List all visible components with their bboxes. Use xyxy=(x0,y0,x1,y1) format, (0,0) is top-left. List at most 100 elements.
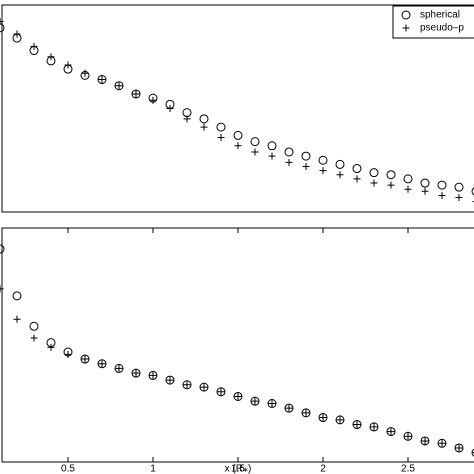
bottom-panel-frame xyxy=(1,227,474,463)
data-point xyxy=(370,179,378,187)
data-point xyxy=(319,167,327,175)
data-point xyxy=(353,175,361,183)
data-point xyxy=(217,388,225,396)
data-point xyxy=(132,90,140,98)
data-point xyxy=(301,151,311,161)
data-point xyxy=(183,381,191,389)
top-panel-frame xyxy=(1,4,474,213)
data-point xyxy=(114,81,124,91)
data-point xyxy=(403,174,413,184)
data-point xyxy=(352,420,362,430)
data-point xyxy=(132,369,140,377)
data-point xyxy=(386,170,396,180)
data-point xyxy=(353,421,361,429)
data-point xyxy=(318,155,328,165)
data-point xyxy=(30,42,38,50)
data-point xyxy=(251,148,259,156)
data-point xyxy=(285,158,293,166)
data-point xyxy=(29,321,39,331)
data-point xyxy=(149,96,157,104)
data-point xyxy=(217,133,225,141)
data-point xyxy=(0,285,4,293)
data-point xyxy=(352,164,362,174)
data-point xyxy=(454,443,464,453)
data-point xyxy=(47,53,55,61)
data-point xyxy=(183,115,191,123)
data-point xyxy=(234,392,242,400)
data-point xyxy=(200,383,208,391)
data-point xyxy=(421,187,429,195)
data-point xyxy=(200,123,208,131)
data-point xyxy=(302,409,310,417)
data-point xyxy=(336,171,344,179)
data-point xyxy=(64,61,72,69)
legend-symbol xyxy=(402,24,410,32)
data-point xyxy=(284,403,294,413)
data-point xyxy=(98,360,106,368)
data-point xyxy=(131,368,141,378)
x-tick-label: 0.5 xyxy=(61,464,75,474)
data-point xyxy=(404,185,412,193)
data-point xyxy=(250,137,260,147)
data-point xyxy=(148,370,158,380)
data-point xyxy=(421,437,429,445)
legend-label: spherical xyxy=(420,10,460,21)
data-point xyxy=(437,438,447,448)
data-point xyxy=(335,159,345,169)
data-point xyxy=(81,69,89,77)
data-point xyxy=(471,187,474,196)
data-point xyxy=(284,147,294,157)
data-point xyxy=(216,387,226,397)
data-point xyxy=(233,130,243,140)
data-point xyxy=(0,23,5,33)
data-point xyxy=(386,427,396,437)
data-point xyxy=(216,122,226,132)
x-tick-label: 1.5 xyxy=(231,464,245,474)
data-point xyxy=(268,152,276,160)
data-point xyxy=(0,18,4,26)
x-axis-label: x (R⁎) xyxy=(225,464,252,474)
data-point xyxy=(318,413,328,423)
data-point xyxy=(97,359,107,369)
x-tick-label: 2 xyxy=(320,464,326,474)
data-point xyxy=(268,400,276,407)
data-point xyxy=(267,399,277,408)
data-point xyxy=(149,371,157,379)
data-point xyxy=(166,376,174,384)
data-point xyxy=(438,191,446,199)
data-point xyxy=(80,354,90,364)
data-point xyxy=(420,436,430,446)
data-point xyxy=(115,364,123,372)
data-point xyxy=(47,343,55,351)
data-point xyxy=(336,416,344,424)
data-point xyxy=(114,363,124,373)
x-tick-label: 1 xyxy=(150,464,156,474)
data-point xyxy=(30,334,38,342)
data-point xyxy=(370,423,378,431)
data-point xyxy=(166,105,174,112)
data-point xyxy=(335,415,345,425)
data-point xyxy=(251,397,259,405)
data-point xyxy=(387,181,395,189)
data-point xyxy=(0,244,5,254)
data-point xyxy=(471,448,474,457)
data-point xyxy=(285,404,293,412)
data-point xyxy=(403,431,413,441)
legend-symbol xyxy=(401,10,411,20)
data-point xyxy=(455,194,463,202)
data-point xyxy=(369,168,379,178)
x-tick-label: 2.5 xyxy=(401,464,415,474)
data-point xyxy=(64,350,72,358)
data-point xyxy=(438,439,446,447)
data-point xyxy=(302,162,310,170)
data-point xyxy=(131,89,141,99)
data-point xyxy=(455,444,463,452)
data-point xyxy=(165,375,175,385)
data-point xyxy=(420,178,430,188)
data-point xyxy=(369,422,379,432)
legend-label: pseudo–p xyxy=(420,23,464,34)
data-point xyxy=(12,291,22,301)
data-point xyxy=(81,355,89,363)
data-point xyxy=(182,380,192,390)
